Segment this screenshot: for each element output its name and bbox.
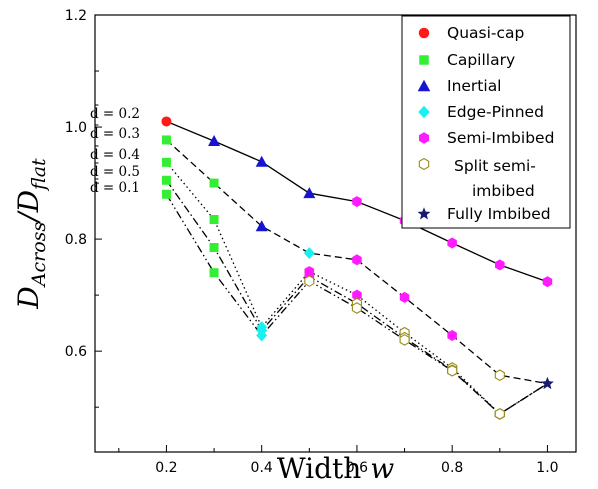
data-point	[447, 237, 457, 249]
legend-label: Split semi-imbibed	[454, 157, 536, 200]
y-tick-label: 0.8	[65, 232, 87, 248]
legend-marker-triangle	[417, 79, 431, 92]
y-tick-label: 0.6	[65, 344, 87, 360]
data-point	[447, 364, 458, 377]
data-point	[303, 187, 316, 199]
x-tick-label: 0.2	[155, 460, 177, 476]
plot-frame	[94, 14, 577, 453]
data-point	[256, 329, 268, 342]
legend-label: Quasi-cap	[447, 24, 524, 42]
data-point	[161, 135, 171, 145]
data-point	[399, 291, 410, 303]
legend: Quasi-cap Capillary Inertial Edge-Pinned Sem…	[401, 15, 571, 229]
data-point	[255, 220, 268, 232]
legend-marker-hexagon	[419, 132, 429, 144]
legend-label-line: Split semi-	[454, 157, 536, 175]
data-point	[161, 175, 171, 185]
data-point	[494, 408, 505, 420]
x-axis-title: Width w	[277, 452, 394, 485]
data-point	[541, 377, 554, 389]
data-point	[304, 275, 315, 287]
data-point	[161, 189, 171, 199]
data-point	[494, 369, 505, 382]
data-point	[542, 276, 553, 288]
legend-marker-diamond	[418, 105, 430, 119]
data-point	[352, 196, 362, 208]
legend-marker-hexagon-open	[418, 157, 430, 171]
legend-label: Fully Imbibed	[447, 205, 551, 223]
series-line	[165, 161, 548, 415]
legend-label-line: imbibed	[472, 182, 535, 200]
data-point	[208, 135, 221, 147]
legend-label: Capillary	[447, 51, 515, 69]
legend-label: Semi-Imbibed	[447, 129, 554, 147]
series-line	[165, 179, 548, 415]
y-tick-label: 1.2	[65, 8, 87, 24]
curve-labels: d̄ = 0.2 d̄ = 0.3 d̄ = 0.4d̄ = 0.5d̄ = 0.1	[90, 105, 140, 196]
data-point	[352, 289, 362, 301]
legend-box	[401, 15, 571, 229]
data-point	[209, 243, 219, 253]
x-tick-label: 0.6	[346, 460, 368, 476]
curve-label: d̄ = 0.5	[90, 163, 140, 180]
data-point	[351, 302, 362, 314]
legend-marker-circle	[418, 27, 430, 39]
x-tick-label: 0.8	[441, 460, 463, 476]
data-point	[209, 178, 219, 188]
axis-ticks: 0.2 0.4 0.6 0.8 1.0 0.6 0.8 1.0 1.2	[65, 8, 559, 476]
legend-label: Edge-Pinned	[447, 103, 544, 121]
legend-marker-square	[419, 55, 429, 65]
data-point	[209, 214, 219, 224]
curve-label: d̄ = 0.4	[90, 146, 140, 163]
data-point	[161, 157, 171, 167]
data-point	[399, 334, 410, 346]
legend-marker-star	[417, 207, 431, 220]
series-markers	[161, 116, 554, 420]
curve-label: d̄ = 0.3	[90, 125, 140, 142]
data-point	[303, 247, 315, 260]
data-point	[495, 259, 505, 271]
y-axis-title: DAcross/Dflat	[12, 158, 50, 310]
data-point	[161, 116, 172, 127]
legend-label: Inertial	[447, 77, 502, 95]
data-point	[255, 155, 268, 167]
data-point	[209, 268, 219, 278]
curve-label: d̄ = 0.1	[90, 179, 140, 196]
data-point	[447, 330, 457, 341]
curve-label: d̄ = 0.2	[90, 105, 140, 122]
y-tick-label: 1.0	[65, 120, 87, 136]
x-tick-label: 1.0	[536, 460, 558, 476]
data-point	[352, 254, 362, 266]
x-tick-label: 0.4	[251, 460, 273, 476]
